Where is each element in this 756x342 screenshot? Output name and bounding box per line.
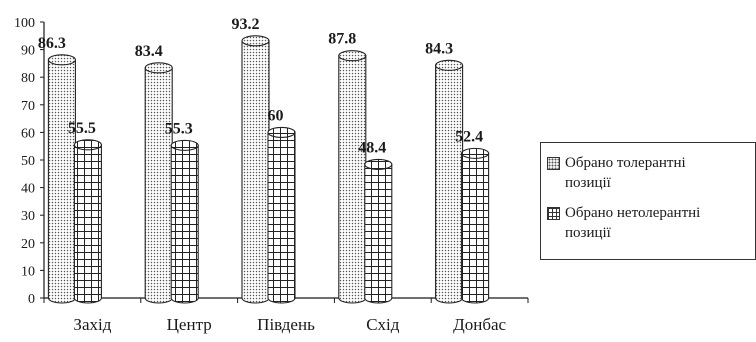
cylinder-body bbox=[267, 131, 296, 304]
cylinder-body bbox=[435, 64, 464, 304]
data-label: 87.8 bbox=[328, 31, 356, 48]
cylinder-body bbox=[338, 55, 367, 304]
legend-item-tolerant: Обрано толерантні позиції bbox=[547, 153, 755, 193]
cylinder-top bbox=[338, 50, 367, 62]
x-category-label: Південь bbox=[257, 315, 315, 334]
cylinder-top bbox=[435, 59, 464, 71]
y-tick-label: 70 bbox=[21, 99, 35, 114]
legend-swatch-grid bbox=[547, 207, 560, 220]
data-label: 83.4 bbox=[135, 43, 163, 60]
bar-tolerant bbox=[338, 50, 367, 304]
cylinder-top bbox=[241, 35, 270, 47]
cylinder-top bbox=[461, 147, 490, 159]
bars: 86.3 55.5 83.4 55.3 93.2 60 87.8 48.4 84.3 52.4 bbox=[38, 16, 490, 304]
data-label: 55.3 bbox=[165, 120, 193, 137]
bar-tolerant bbox=[435, 59, 464, 304]
cylinder-top bbox=[364, 158, 393, 170]
y-tick-label: 100 bbox=[14, 16, 35, 31]
y-tick-label: 60 bbox=[21, 126, 35, 141]
x-category-label: Захід bbox=[73, 315, 111, 334]
cylinder-top bbox=[170, 139, 199, 151]
legend-label-intolerant: Обрано нетолерантні позиції bbox=[565, 205, 701, 241]
legend-label-tolerant: Обрано толерантні позиції bbox=[565, 155, 686, 191]
x-category-label: Центр bbox=[167, 315, 212, 334]
cylinder-body bbox=[241, 40, 270, 304]
cylinder-body bbox=[73, 144, 102, 304]
cylinder-body bbox=[144, 67, 173, 304]
legend-item-intolerant: Обрано нетолерантні позиції bbox=[547, 203, 755, 243]
bar-tolerant bbox=[241, 35, 270, 304]
bar-intolerant bbox=[461, 147, 490, 304]
y-tick-label: 0 bbox=[28, 292, 35, 307]
cylinder-body bbox=[364, 163, 393, 304]
cylinder-top bbox=[267, 126, 296, 138]
cylinder-top bbox=[47, 54, 76, 66]
legend: Обрано толерантні позиції Обрано нетолер… bbox=[540, 142, 756, 260]
x-category-label: Схід bbox=[366, 315, 400, 334]
y-tick-label: 40 bbox=[21, 182, 35, 197]
y-tick-label: 30 bbox=[21, 209, 35, 224]
y-tick-label: 10 bbox=[21, 264, 35, 279]
bar-intolerant bbox=[170, 139, 199, 304]
cylinder-top bbox=[144, 62, 173, 74]
cylinder-top bbox=[73, 139, 102, 151]
legend-swatch-dots bbox=[547, 157, 560, 170]
data-label: 86.3 bbox=[38, 35, 66, 52]
bar-intolerant bbox=[267, 126, 296, 304]
data-label: 55.5 bbox=[68, 120, 96, 137]
cylinder-body bbox=[170, 144, 199, 304]
bar-tolerant bbox=[47, 54, 76, 304]
cylinder-body bbox=[461, 152, 490, 304]
data-label: 48.4 bbox=[358, 139, 386, 156]
axes: 0 10 20 30 40 50 60 70 80 90 100 Захід Центр Південь С… bbox=[14, 16, 529, 334]
bar-intolerant bbox=[73, 139, 102, 304]
bar-intolerant bbox=[364, 158, 393, 304]
data-label: 60 bbox=[268, 107, 284, 124]
data-label: 84.3 bbox=[425, 40, 453, 57]
x-category-label: Донбас bbox=[453, 315, 506, 334]
y-tick-label: 90 bbox=[21, 44, 35, 59]
data-label: 52.4 bbox=[455, 128, 483, 145]
bar-tolerant bbox=[144, 62, 173, 304]
cylinder-body bbox=[47, 59, 76, 304]
y-tick-label: 50 bbox=[21, 154, 35, 169]
data-label: 93.2 bbox=[232, 16, 260, 33]
y-tick-label: 80 bbox=[21, 71, 35, 86]
y-tick-label: 20 bbox=[21, 237, 35, 252]
